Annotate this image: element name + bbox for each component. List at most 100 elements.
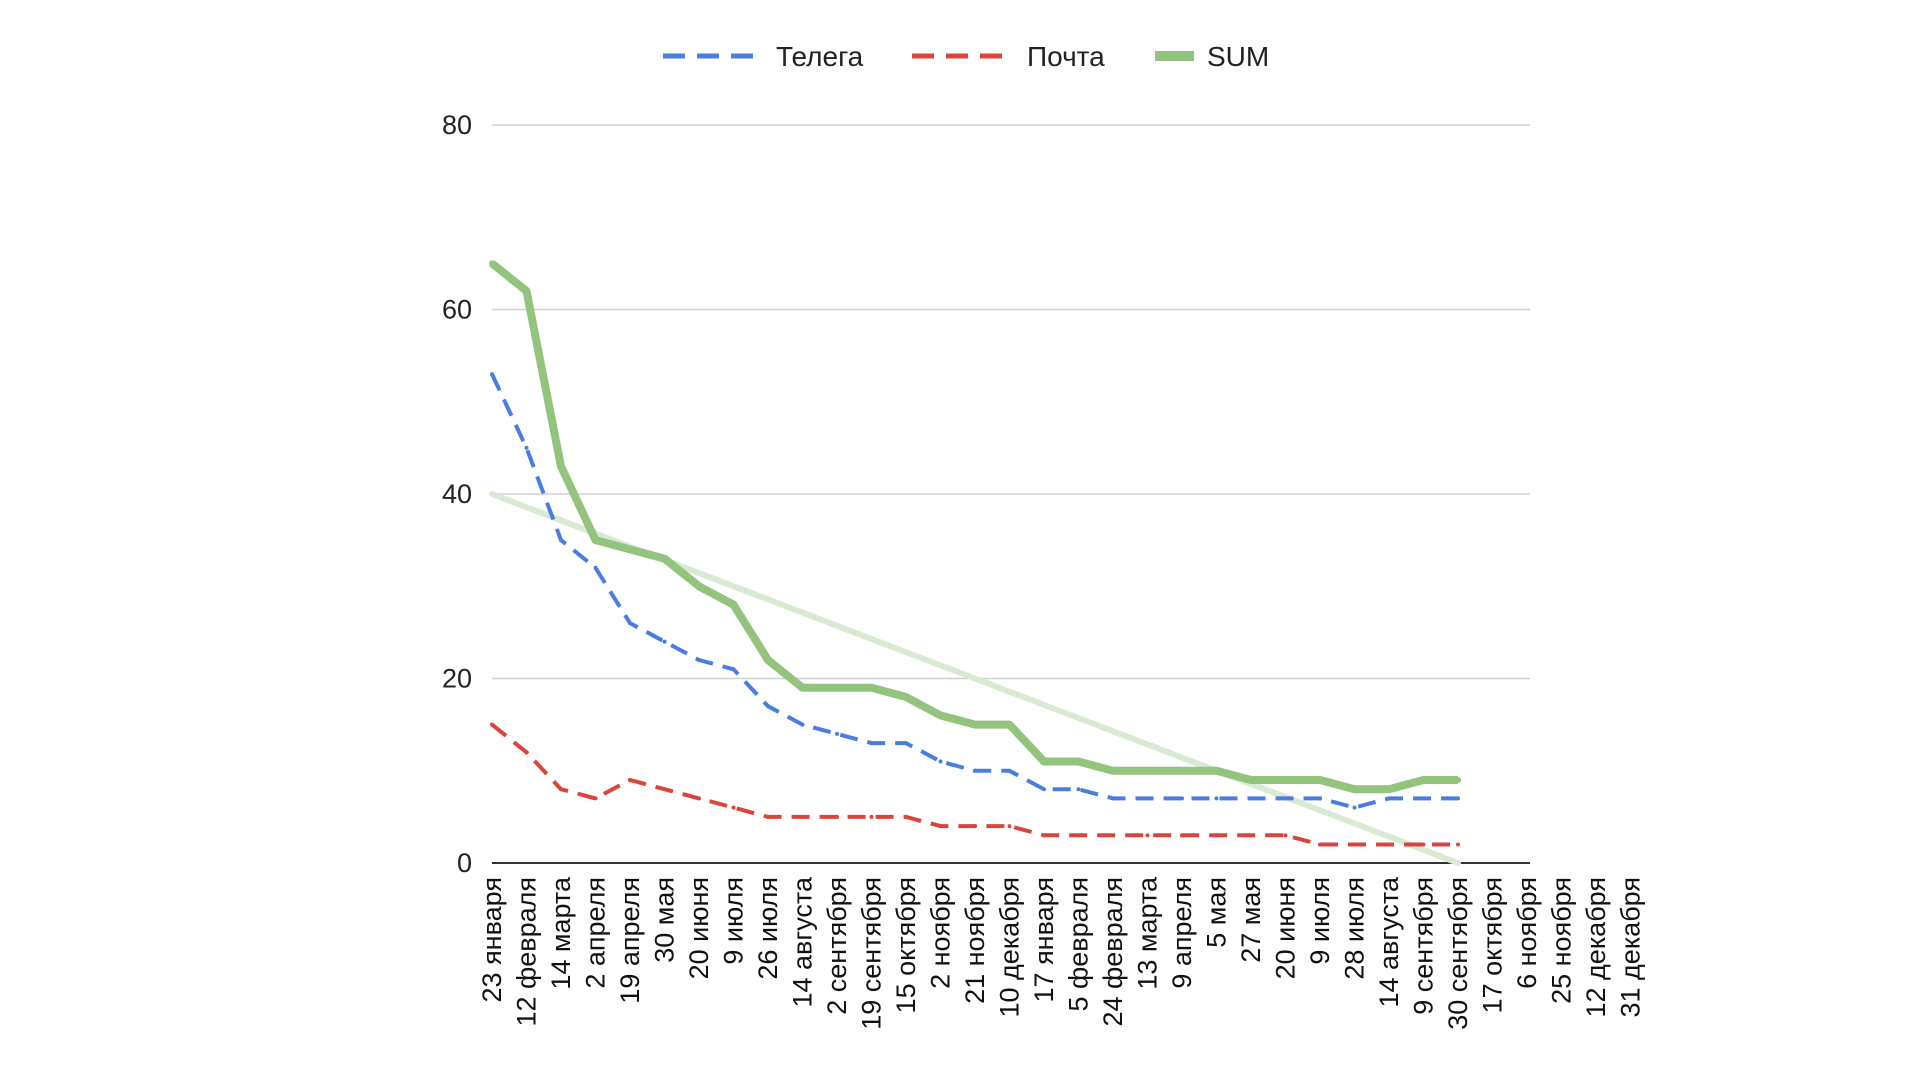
data-point-sum (1420, 776, 1427, 783)
data-point-pochta (904, 814, 908, 819)
data-point-pochta (1421, 842, 1426, 847)
y-tick-label: 20 (442, 664, 472, 694)
x-tick-label: 20 июня (1271, 877, 1301, 979)
data-point-sum (1179, 767, 1185, 774)
data-point-telega (1007, 768, 1012, 773)
x-tick-label: 13 марта (1133, 876, 1163, 990)
data-point-sum (1248, 776, 1254, 783)
data-point-telega (697, 658, 701, 663)
data-point-sum (937, 712, 944, 719)
series-line-sum (489, 260, 1458, 794)
data-point-pochta (628, 777, 632, 782)
data-point-sum (1317, 776, 1323, 783)
x-tick-label: 23 января (477, 877, 507, 1002)
data-point-pochta (1145, 833, 1150, 838)
data-point-pochta (973, 824, 977, 829)
x-tick-label: 19 сентября (857, 877, 887, 1030)
x-tick-label: 5 февраля (1064, 877, 1094, 1012)
series-telega (490, 372, 1460, 810)
data-point-pochta (1214, 833, 1219, 838)
x-tick-label: 14 марта (546, 876, 576, 990)
x-tick-label: 9 сентября (1409, 877, 1439, 1015)
x-tick-label: 28 июля (1340, 877, 1370, 980)
data-point-pochta (593, 796, 598, 801)
data-point-sum (868, 684, 875, 691)
data-point-sum (1144, 767, 1151, 774)
data-point-telega (1180, 796, 1184, 801)
data-point-sum (489, 260, 495, 267)
data-point-pochta (1076, 833, 1081, 838)
data-point-telega (1387, 796, 1391, 801)
data-point-telega (628, 621, 632, 626)
x-tick-label: 10 декабря (995, 877, 1025, 1018)
data-point-pochta (524, 750, 529, 755)
data-point-telega (1111, 796, 1115, 801)
data-point-telega (1249, 796, 1253, 801)
x-tick-label: 25 ноября (1547, 877, 1577, 1004)
y-axis: 0 20 40 60 80 (442, 110, 472, 878)
data-point-telega (904, 741, 908, 746)
data-point-telega (800, 722, 805, 727)
data-point-sum (1386, 786, 1392, 793)
data-point-telega (1283, 796, 1288, 801)
data-point-sum (1213, 767, 1220, 774)
series-pochta (490, 722, 1460, 847)
data-point-telega (766, 704, 770, 709)
legend-item-telega[interactable]: Телега (663, 41, 864, 72)
data-point-telega (973, 768, 977, 773)
x-tick-label: 31 декабря (1616, 877, 1646, 1018)
legend-label-sum: SUM (1207, 41, 1269, 72)
data-point-pochta (662, 787, 667, 792)
x-tick-label: 30 мая (650, 877, 680, 963)
legend-label-telega: Телега (776, 41, 864, 72)
data-point-sum (1110, 767, 1116, 774)
data-point-telega (869, 741, 874, 746)
y-tick-label: 60 (442, 295, 472, 325)
data-point-pochta (1318, 842, 1322, 847)
data-point-telega (1352, 805, 1357, 810)
x-tick-label: 9 июля (719, 877, 749, 965)
x-tick-label: 17 октября (1478, 877, 1508, 1013)
data-point-telega (1042, 787, 1046, 792)
data-point-pochta (800, 814, 805, 819)
data-point-pochta (938, 824, 943, 829)
legend-item-sum[interactable]: SUM (1155, 41, 1269, 72)
data-point-telega (559, 538, 563, 543)
series-sum (489, 260, 1461, 794)
data-point-telega (1145, 796, 1150, 801)
x-tick-label: 21 ноября (960, 877, 990, 1004)
data-point-sum (1455, 776, 1461, 783)
data-point-sum (1041, 758, 1047, 765)
data-point-sum (903, 693, 909, 700)
data-point-pochta (1111, 833, 1115, 838)
gridlines (492, 124, 1530, 864)
data-point-pochta (1283, 833, 1288, 838)
x-tick-label: 12 декабря (1581, 877, 1611, 1018)
x-tick-label: 30 сентября (1443, 877, 1473, 1030)
data-point-sum (765, 657, 771, 664)
data-point-pochta (835, 814, 839, 819)
data-point-telega (1214, 796, 1219, 801)
data-point-sum (558, 463, 564, 470)
data-point-telega (1318, 796, 1322, 801)
x-tick-label: 2 сентября (822, 877, 852, 1015)
data-point-sum (834, 684, 840, 691)
data-point-telega (593, 565, 598, 570)
y-tick-label: 80 (442, 110, 472, 140)
data-point-telega (1421, 796, 1426, 801)
legend-item-pochta[interactable]: Почта (912, 41, 1105, 72)
data-point-pochta (1387, 842, 1391, 847)
legend: Телега Почта SUM (663, 41, 1269, 72)
data-point-telega (1456, 796, 1460, 801)
x-tick-label: 20 июня (684, 877, 714, 979)
data-point-telega (1076, 787, 1081, 792)
data-point-pochta (869, 814, 874, 819)
x-tick-label: 14 августа (788, 876, 818, 1008)
x-tick-label: 26 июля (753, 877, 783, 980)
x-tick-label: 6 ноября (1512, 877, 1542, 989)
data-point-sum (1006, 721, 1013, 728)
data-point-pochta (1180, 833, 1184, 838)
data-point-pochta (1042, 833, 1046, 838)
data-point-sum (592, 537, 599, 544)
